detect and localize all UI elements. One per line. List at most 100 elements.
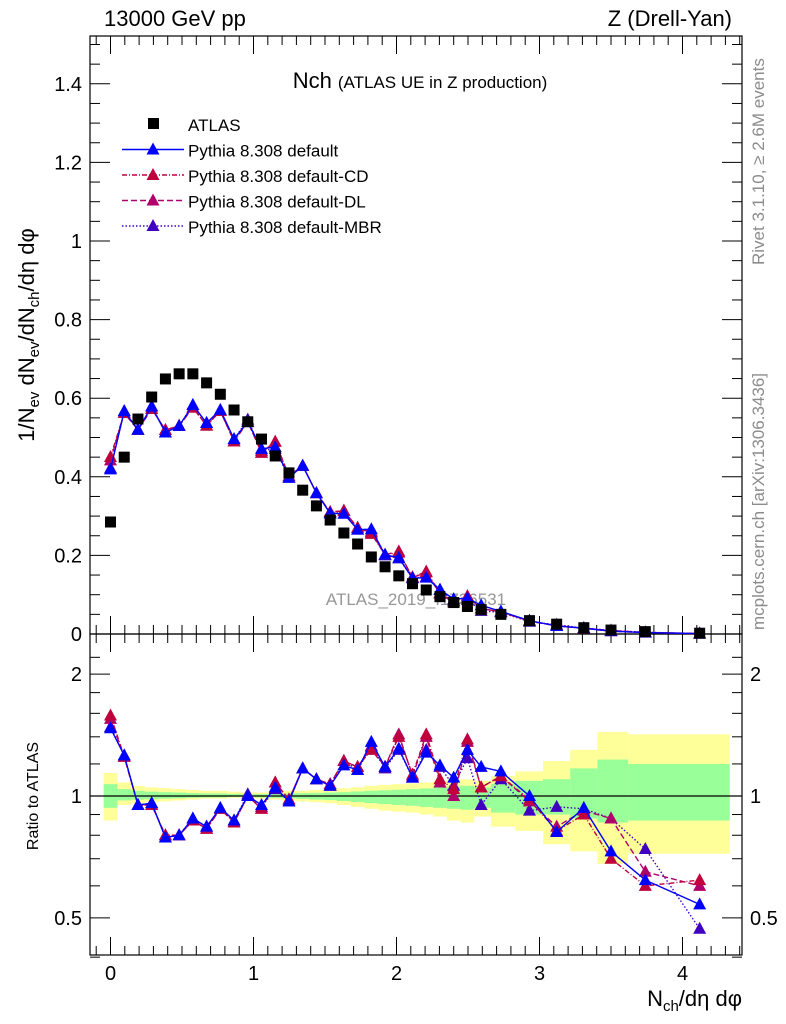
atlas-marker xyxy=(228,404,240,416)
ratio-marker xyxy=(550,824,564,837)
ratio-marker xyxy=(186,811,200,824)
ratio-marker xyxy=(638,873,652,886)
rivet-label: Rivet 3.1.10, ≥ 2.6M events xyxy=(749,58,768,265)
atlas-marker xyxy=(201,377,213,389)
ratio-marker xyxy=(392,729,406,742)
stat-uncertainty-band xyxy=(491,784,516,813)
data-marker xyxy=(117,404,131,417)
ratio-marker xyxy=(172,828,186,841)
stat-uncertainty-band xyxy=(419,788,434,807)
stat-uncertainty-band xyxy=(199,793,214,798)
stat-uncertainty-band xyxy=(628,763,673,821)
title-main: Nch xyxy=(293,68,332,93)
ratio-marker xyxy=(392,741,406,754)
y-tick-label: 1.4 xyxy=(54,74,82,96)
stat-uncertainty-band xyxy=(597,759,629,823)
atlas-marker xyxy=(495,608,507,620)
ratio-tick-label: 1 xyxy=(71,786,82,808)
ratio-marker xyxy=(577,800,591,813)
ratio-marker xyxy=(433,772,447,785)
stat-uncertainty-band xyxy=(213,793,228,798)
legend-triangle-icon xyxy=(146,193,160,206)
ratio-marker xyxy=(419,745,433,758)
x-tick-label: 1 xyxy=(248,963,259,985)
ratio-marker xyxy=(693,921,707,934)
legend-label: Pythia 8.308 default-CD xyxy=(188,167,369,186)
ratio-marker xyxy=(447,782,461,795)
ratio-tick-label: 2 xyxy=(71,664,82,686)
atlas-marker xyxy=(173,368,185,380)
ratio-marker xyxy=(693,873,707,886)
label-part: 1/N xyxy=(14,407,39,441)
ratio-tick-label-right: 1 xyxy=(750,786,761,808)
ratio-marker xyxy=(494,764,508,777)
ratio-marker xyxy=(604,811,618,824)
legend-label: Pythia 8.308 default xyxy=(188,142,339,161)
ratio-marker xyxy=(213,800,227,813)
ratio-marker xyxy=(282,794,296,807)
ratio-marker xyxy=(638,864,652,877)
label-part: /dη dφ xyxy=(679,986,742,1011)
data-marker xyxy=(104,462,117,475)
atlas-marker xyxy=(551,618,563,630)
ratio-marker xyxy=(104,708,117,721)
data-marker xyxy=(145,399,159,412)
ratio-marker xyxy=(433,758,447,771)
data-series xyxy=(104,368,707,934)
atlas-marker xyxy=(105,516,116,528)
ratio-marker xyxy=(241,789,255,801)
atlas-marker xyxy=(256,433,268,445)
data-marker xyxy=(337,506,351,519)
atlas-marker xyxy=(694,627,706,639)
ratio-tick-label-right: 0.5 xyxy=(750,908,778,930)
label-part: N xyxy=(647,986,663,1011)
ratio-marker xyxy=(337,758,351,771)
atlas-marker xyxy=(118,451,130,463)
data-marker xyxy=(158,425,172,438)
legend-item-default: Pythia 8.308 default xyxy=(122,142,339,161)
atlas-marker xyxy=(352,538,364,550)
legend-item-cd: Pythia 8.308 default-CD xyxy=(122,167,369,186)
data-marker xyxy=(392,550,406,563)
legend-label: ATLAS xyxy=(188,116,241,135)
stat-uncertainty-band xyxy=(672,763,730,821)
data-marker xyxy=(186,398,200,411)
y-tick-label: 1 xyxy=(71,231,82,253)
ratio-marker xyxy=(447,770,461,783)
subscript: ev xyxy=(26,341,43,357)
atlas-marker xyxy=(605,624,617,636)
x-tick-label: 3 xyxy=(534,963,545,985)
ratio-marker xyxy=(474,759,488,772)
atlas-marker xyxy=(461,600,473,612)
ratio-marker xyxy=(255,798,269,811)
title-sub: (ATLAS UE in Z production) xyxy=(338,73,547,92)
atlas-marker xyxy=(310,500,322,512)
y-tick-label: 0.8 xyxy=(54,310,82,332)
legend-item-atlas: ATLAS xyxy=(148,116,241,135)
stat-uncertainty-band xyxy=(405,789,420,806)
data-marker xyxy=(131,422,145,435)
atlas-marker xyxy=(420,584,432,596)
legend-label: Pythia 8.308 default-DL xyxy=(188,193,366,212)
ratio-marker xyxy=(577,807,591,820)
stat-uncertainty-band xyxy=(391,789,406,806)
subscript: ch xyxy=(663,998,679,1015)
atlas-marker xyxy=(379,561,391,573)
ratio-marker xyxy=(364,734,378,747)
series-atlas xyxy=(105,368,706,639)
ratio-marker xyxy=(522,789,536,801)
stat-uncertainty-band xyxy=(364,790,379,804)
watermark: ATLAS_2019_I1736531 xyxy=(326,590,506,609)
atlas-marker xyxy=(523,615,535,627)
data-marker xyxy=(419,570,433,583)
ratio-marker xyxy=(378,759,392,772)
ratio-marker xyxy=(351,762,365,775)
data-marker xyxy=(255,441,269,454)
header-right: Z (Drell-Yan) xyxy=(608,6,732,31)
x-tick-label: 0 xyxy=(105,963,116,985)
y-tick-label: 0.4 xyxy=(54,467,82,489)
y-tick-label: 0.2 xyxy=(54,545,82,567)
data-marker xyxy=(378,547,392,560)
stat-uncertainty-band xyxy=(460,785,475,810)
